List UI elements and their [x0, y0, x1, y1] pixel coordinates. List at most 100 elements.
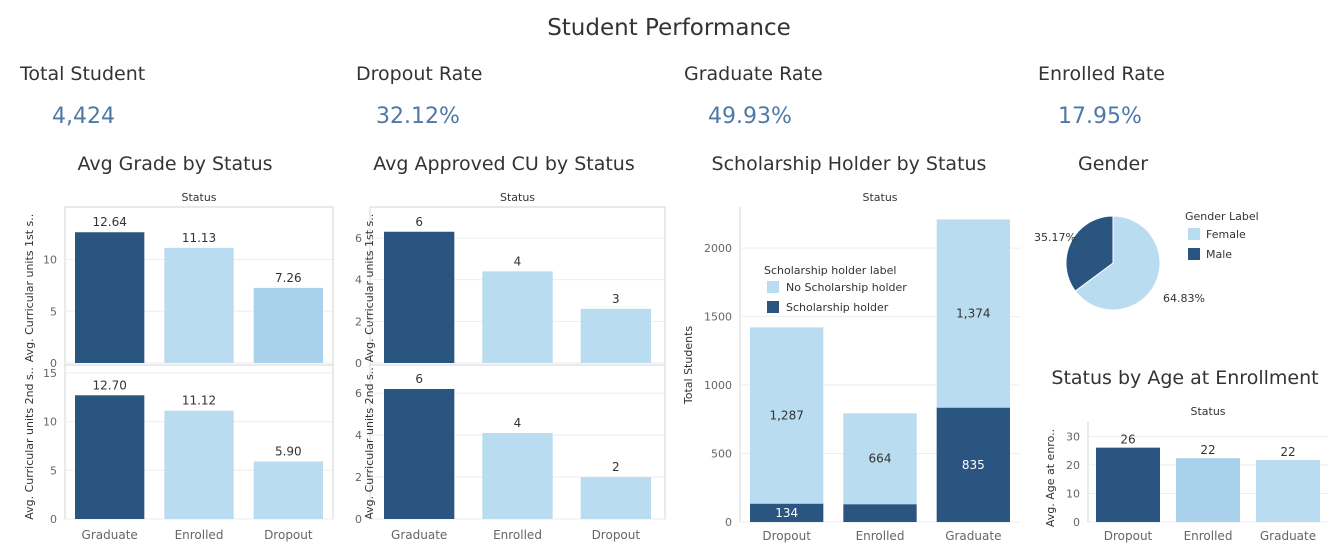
bar-graduate: [1256, 459, 1320, 522]
x-tick-label: Dropout: [1104, 529, 1153, 543]
column-header: Status: [862, 191, 897, 204]
kpi-dropout-rate-label: Dropout Rate: [356, 63, 483, 85]
legend-swatch: [1188, 228, 1200, 240]
avg-approved-chart-title: Avg Approved CU by Status: [373, 153, 635, 175]
bar-dropout: [580, 308, 651, 363]
bar-dropout: [580, 477, 651, 519]
y-tick-label: 10: [43, 254, 57, 267]
kpi-enrolled-rate-value: 17.95%: [1058, 104, 1142, 129]
y-tick-label: 1500: [704, 311, 732, 324]
bar-enrolled: [482, 271, 553, 363]
data-label: 22: [1200, 443, 1215, 457]
x-tick-label: Enrolled: [1184, 529, 1233, 543]
y-tick-label: 20: [1066, 459, 1080, 472]
y-tick-label: 6: [355, 232, 362, 245]
data-label: 3: [612, 292, 620, 306]
kpi-enrolled-rate-label: Enrolled Rate: [1038, 63, 1165, 85]
x-tick-label: Enrolled: [856, 529, 905, 543]
data-label: 7.26: [275, 271, 302, 285]
x-tick-label: Dropout: [762, 529, 811, 543]
scholarship-chart: Status Total Students 0 500 1000 1500 2000 134 1…: [682, 191, 1020, 543]
y-tick-label: 0: [355, 357, 362, 370]
y-tick-label: 10: [1066, 488, 1080, 501]
y-tick-label: 5: [50, 305, 57, 318]
bar-enrolled: [164, 410, 234, 519]
pie-slice-female: [1074, 215, 1161, 311]
bar-graduate: [384, 231, 455, 363]
y-axis-label: Total Students: [682, 326, 695, 405]
data-label: 1,287: [769, 409, 803, 423]
column-header: Status: [1190, 405, 1225, 418]
x-tick-label: Dropout: [264, 528, 313, 542]
kpi-total-student-label: Total Student: [20, 63, 146, 85]
age-chart-title: Status by Age at Enrollment: [1051, 367, 1319, 389]
pie-label-male: 35.17%: [1034, 231, 1076, 244]
bar-dropout-no-scholarship: [750, 327, 824, 504]
bar-graduate-no-scholarship: [936, 219, 1010, 408]
x-tick-label: Enrolled: [493, 528, 542, 542]
kpi-total-student-value: 4,424: [52, 104, 115, 129]
y-tick-label: 0: [50, 513, 57, 526]
data-label: 6: [415, 372, 423, 386]
y-axis-label: Avg. Curricular units 2nd s..: [363, 367, 376, 519]
y-axis-label: Avg. Age at enro..: [1044, 429, 1057, 527]
x-tick-label: Dropout: [592, 528, 641, 542]
legend-title: Gender Label: [1185, 210, 1259, 223]
y-tick-label: 2: [355, 315, 362, 328]
y-tick-label: 0: [50, 357, 57, 370]
y-tick-label: 5: [50, 464, 57, 477]
data-label: 835: [962, 458, 985, 472]
y-tick-label: 6: [355, 387, 362, 400]
x-tick-label: Graduate: [391, 528, 447, 542]
legend-item: Scholarship holder: [786, 301, 889, 314]
y-tick-label: 0: [725, 516, 732, 529]
age-chart: Status Avg. Age at enro.. 0 10 20 30 26 Dropout…: [1044, 405, 1328, 543]
legend-item: Male: [1206, 248, 1232, 261]
avg-grade-chart: Status Avg. Curricular units 1st s.. 0 5 10 1…: [23, 191, 334, 542]
y-tick-label: 0: [355, 513, 362, 526]
bar-graduate: [75, 232, 145, 363]
kpi-dropout-rate-value: 32.12%: [376, 104, 460, 129]
bar-dropout: [253, 461, 323, 519]
data-label: 26: [1120, 433, 1135, 447]
scholarship-chart-title: Scholarship Holder by Status: [711, 153, 987, 175]
data-label: 1,374: [956, 307, 990, 321]
y-tick-label: 15: [43, 367, 57, 380]
dashboard-title: Student Performance: [547, 15, 791, 41]
y-tick-label: 4: [355, 429, 362, 442]
bar-enrolled: [164, 247, 234, 363]
data-label: 4: [514, 254, 522, 268]
gender-chart: 64.83% 35.17% Gender Label Female Male: [1034, 210, 1259, 311]
column-header: Status: [181, 191, 216, 204]
data-label: 4: [514, 416, 522, 430]
data-label: 5.90: [275, 445, 302, 459]
y-axis-label: Avg. Curricular units 1st s..: [363, 214, 376, 363]
data-label: 134: [775, 506, 798, 520]
bar-enrolled-no-scholarship: [843, 413, 917, 505]
y-tick-label: 500: [711, 448, 732, 461]
legend-swatch: [1188, 248, 1200, 260]
y-tick-label: 4: [355, 274, 362, 287]
bar-dropout-scholarship: [750, 503, 824, 522]
bar-enrolled: [1176, 458, 1240, 522]
y-tick-label: 1000: [704, 379, 732, 392]
pie-label-female: 64.83%: [1163, 292, 1205, 305]
bar-graduate: [75, 395, 145, 519]
y-axis-label: Avg. Curricular units 2nd s..: [23, 367, 36, 519]
bar-dropout: [253, 287, 323, 363]
column-header: Status: [500, 191, 535, 204]
legend-item: Female: [1206, 228, 1246, 241]
y-tick-label: 10: [43, 416, 57, 429]
data-label: 12.64: [92, 215, 126, 229]
bar-graduate: [384, 388, 455, 519]
bar-enrolled: [482, 433, 553, 519]
y-axis-label: Avg. Curricular units 1st s..: [23, 214, 36, 363]
bar-graduate-scholarship: [936, 407, 1010, 522]
x-tick-label: Graduate: [945, 529, 1001, 543]
legend-swatch: [767, 301, 779, 313]
y-tick-label: 0: [1073, 516, 1080, 529]
x-tick-label: Graduate: [82, 528, 138, 542]
data-label: 2: [612, 460, 620, 474]
kpi-graduate-rate-value: 49.93%: [708, 104, 792, 129]
